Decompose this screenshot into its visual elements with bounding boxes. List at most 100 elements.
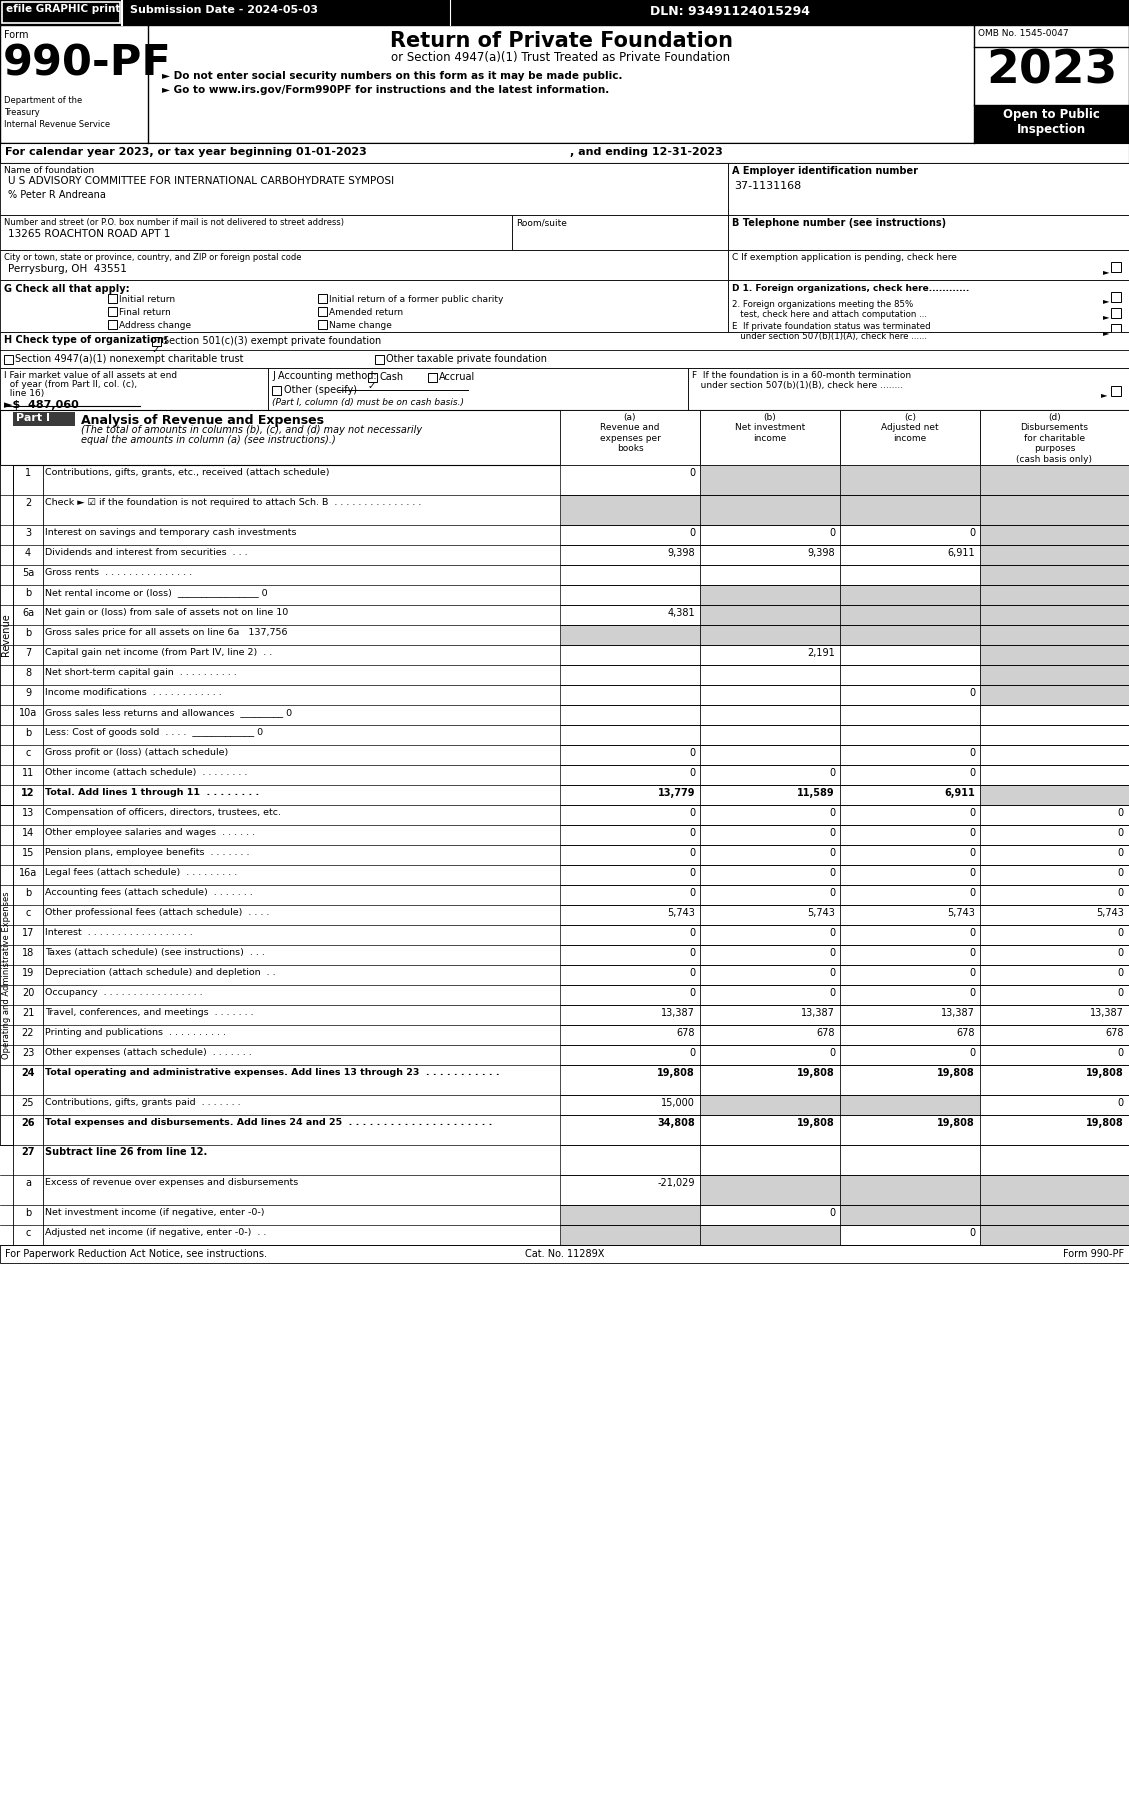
Text: 0: 0	[969, 868, 975, 877]
Text: 13265 ROACHTON ROAD APT 1: 13265 ROACHTON ROAD APT 1	[8, 228, 170, 239]
Bar	[980, 1095, 1129, 1115]
Text: Gross sales less returns and allowances  _________ 0: Gross sales less returns and allowances …	[45, 708, 292, 717]
Text: I Fair market value of all assets at end: I Fair market value of all assets at end	[5, 370, 177, 379]
Text: 8: 8	[25, 669, 32, 678]
Text: 13,779: 13,779	[657, 788, 695, 798]
Text: Taxes (attach schedule) (see instructions)  . . .: Taxes (attach schedule) (see instruction…	[45, 948, 265, 957]
Text: c: c	[25, 748, 30, 759]
Text: Cat. No. 11289X: Cat. No. 11289X	[525, 1250, 604, 1259]
Bar	[840, 1045, 980, 1064]
Text: efile GRAPHIC print: efile GRAPHIC print	[6, 4, 121, 14]
Text: c: c	[25, 908, 30, 919]
Text: 0: 0	[969, 529, 975, 538]
Text: 678: 678	[956, 1028, 975, 1037]
Bar	[560, 626, 700, 645]
Bar	[700, 1205, 840, 1224]
Bar	[0, 164, 728, 216]
Bar	[700, 645, 840, 665]
Text: 14: 14	[21, 829, 34, 838]
Text: 22: 22	[21, 1028, 34, 1037]
Text: 0: 0	[969, 829, 975, 838]
Text: 0: 0	[969, 928, 975, 939]
Bar	[728, 164, 1129, 216]
Bar	[700, 705, 840, 725]
Text: b: b	[25, 588, 32, 599]
Bar	[560, 725, 700, 744]
Bar	[840, 466, 980, 494]
Bar	[980, 904, 1129, 924]
Bar	[840, 584, 980, 604]
Text: 9: 9	[25, 689, 32, 698]
Bar	[560, 845, 700, 865]
Bar	[728, 250, 1129, 280]
Bar	[840, 966, 980, 985]
Text: Interest on savings and temporary cash investments: Interest on savings and temporary cash i…	[45, 529, 297, 538]
Bar	[14, 412, 75, 426]
Text: 0: 0	[969, 849, 975, 858]
Bar	[840, 885, 980, 904]
Text: Part I: Part I	[16, 414, 50, 423]
Text: ► Go to www.irs.gov/Form990PF for instructions and the latest information.: ► Go to www.irs.gov/Form990PF for instru…	[161, 85, 610, 95]
Text: Accounting fees (attach schedule)  . . . . . . .: Accounting fees (attach schedule) . . . …	[45, 888, 253, 897]
Bar	[560, 924, 700, 946]
Text: Gross profit or (loss) (attach schedule): Gross profit or (loss) (attach schedule)	[45, 748, 228, 757]
Bar	[272, 387, 281, 396]
Text: 18: 18	[21, 948, 34, 958]
Text: Contributions, gifts, grants, etc., received (attach schedule): Contributions, gifts, grants, etc., rece…	[45, 467, 330, 476]
Text: 13,387: 13,387	[942, 1009, 975, 1018]
Text: 10a: 10a	[19, 708, 37, 717]
Bar	[560, 685, 700, 705]
Text: 0: 0	[689, 1048, 695, 1057]
Bar	[840, 985, 980, 1005]
Text: ►: ►	[1103, 266, 1110, 277]
Bar	[840, 626, 980, 645]
Text: Form 990-PF: Form 990-PF	[1062, 1250, 1124, 1259]
Text: 20: 20	[21, 987, 34, 998]
Text: 0: 0	[829, 807, 835, 818]
Text: J Accounting method:: J Accounting method:	[272, 370, 377, 381]
Text: Net investment income (if negative, enter -0-): Net investment income (if negative, ente…	[45, 1208, 264, 1217]
Bar	[980, 885, 1129, 904]
Text: 2023: 2023	[986, 49, 1118, 93]
Bar	[0, 0, 1129, 25]
Bar	[560, 806, 700, 825]
Text: under section 507(b)(1)(B), check here ........: under section 507(b)(1)(B), check here .…	[692, 381, 903, 390]
Text: 0: 0	[829, 529, 835, 538]
Bar	[840, 825, 980, 845]
Text: 19,808: 19,808	[1086, 1068, 1124, 1079]
Text: 5,743: 5,743	[807, 908, 835, 919]
Text: 0: 0	[1118, 888, 1124, 897]
Text: ►: ►	[1103, 327, 1110, 336]
Text: 19,808: 19,808	[797, 1118, 835, 1127]
Bar	[980, 410, 1129, 466]
Bar	[980, 1115, 1129, 1145]
Bar	[980, 494, 1129, 525]
Text: 34,808: 34,808	[657, 1118, 695, 1127]
Text: b: b	[25, 728, 32, 737]
Text: 5a: 5a	[21, 568, 34, 577]
Text: 9,398: 9,398	[807, 548, 835, 557]
Bar	[840, 1025, 980, 1045]
Text: Return of Private Foundation: Return of Private Foundation	[390, 31, 733, 50]
Text: 0: 0	[689, 529, 695, 538]
Text: b: b	[25, 628, 32, 638]
Text: Section 4947(a)(1) nonexempt charitable trust: Section 4947(a)(1) nonexempt charitable …	[15, 354, 244, 363]
Bar	[840, 845, 980, 865]
Text: 19: 19	[21, 967, 34, 978]
Text: 27: 27	[21, 1147, 35, 1156]
Bar	[840, 764, 980, 786]
Text: 21: 21	[21, 1009, 34, 1018]
Bar	[700, 825, 840, 845]
Text: (c)
Adjusted net
income: (c) Adjusted net income	[882, 414, 939, 442]
Bar	[0, 250, 728, 280]
Text: b: b	[25, 888, 32, 897]
Bar	[560, 825, 700, 845]
Bar	[700, 966, 840, 985]
Text: 19,808: 19,808	[937, 1118, 975, 1127]
Text: Other expenses (attach schedule)  . . . . . . .: Other expenses (attach schedule) . . . .…	[45, 1048, 252, 1057]
Bar	[840, 806, 980, 825]
Bar	[840, 685, 980, 705]
Text: Initial return of a former public charity: Initial return of a former public charit…	[329, 295, 504, 304]
Bar	[700, 1025, 840, 1045]
Bar	[840, 565, 980, 584]
